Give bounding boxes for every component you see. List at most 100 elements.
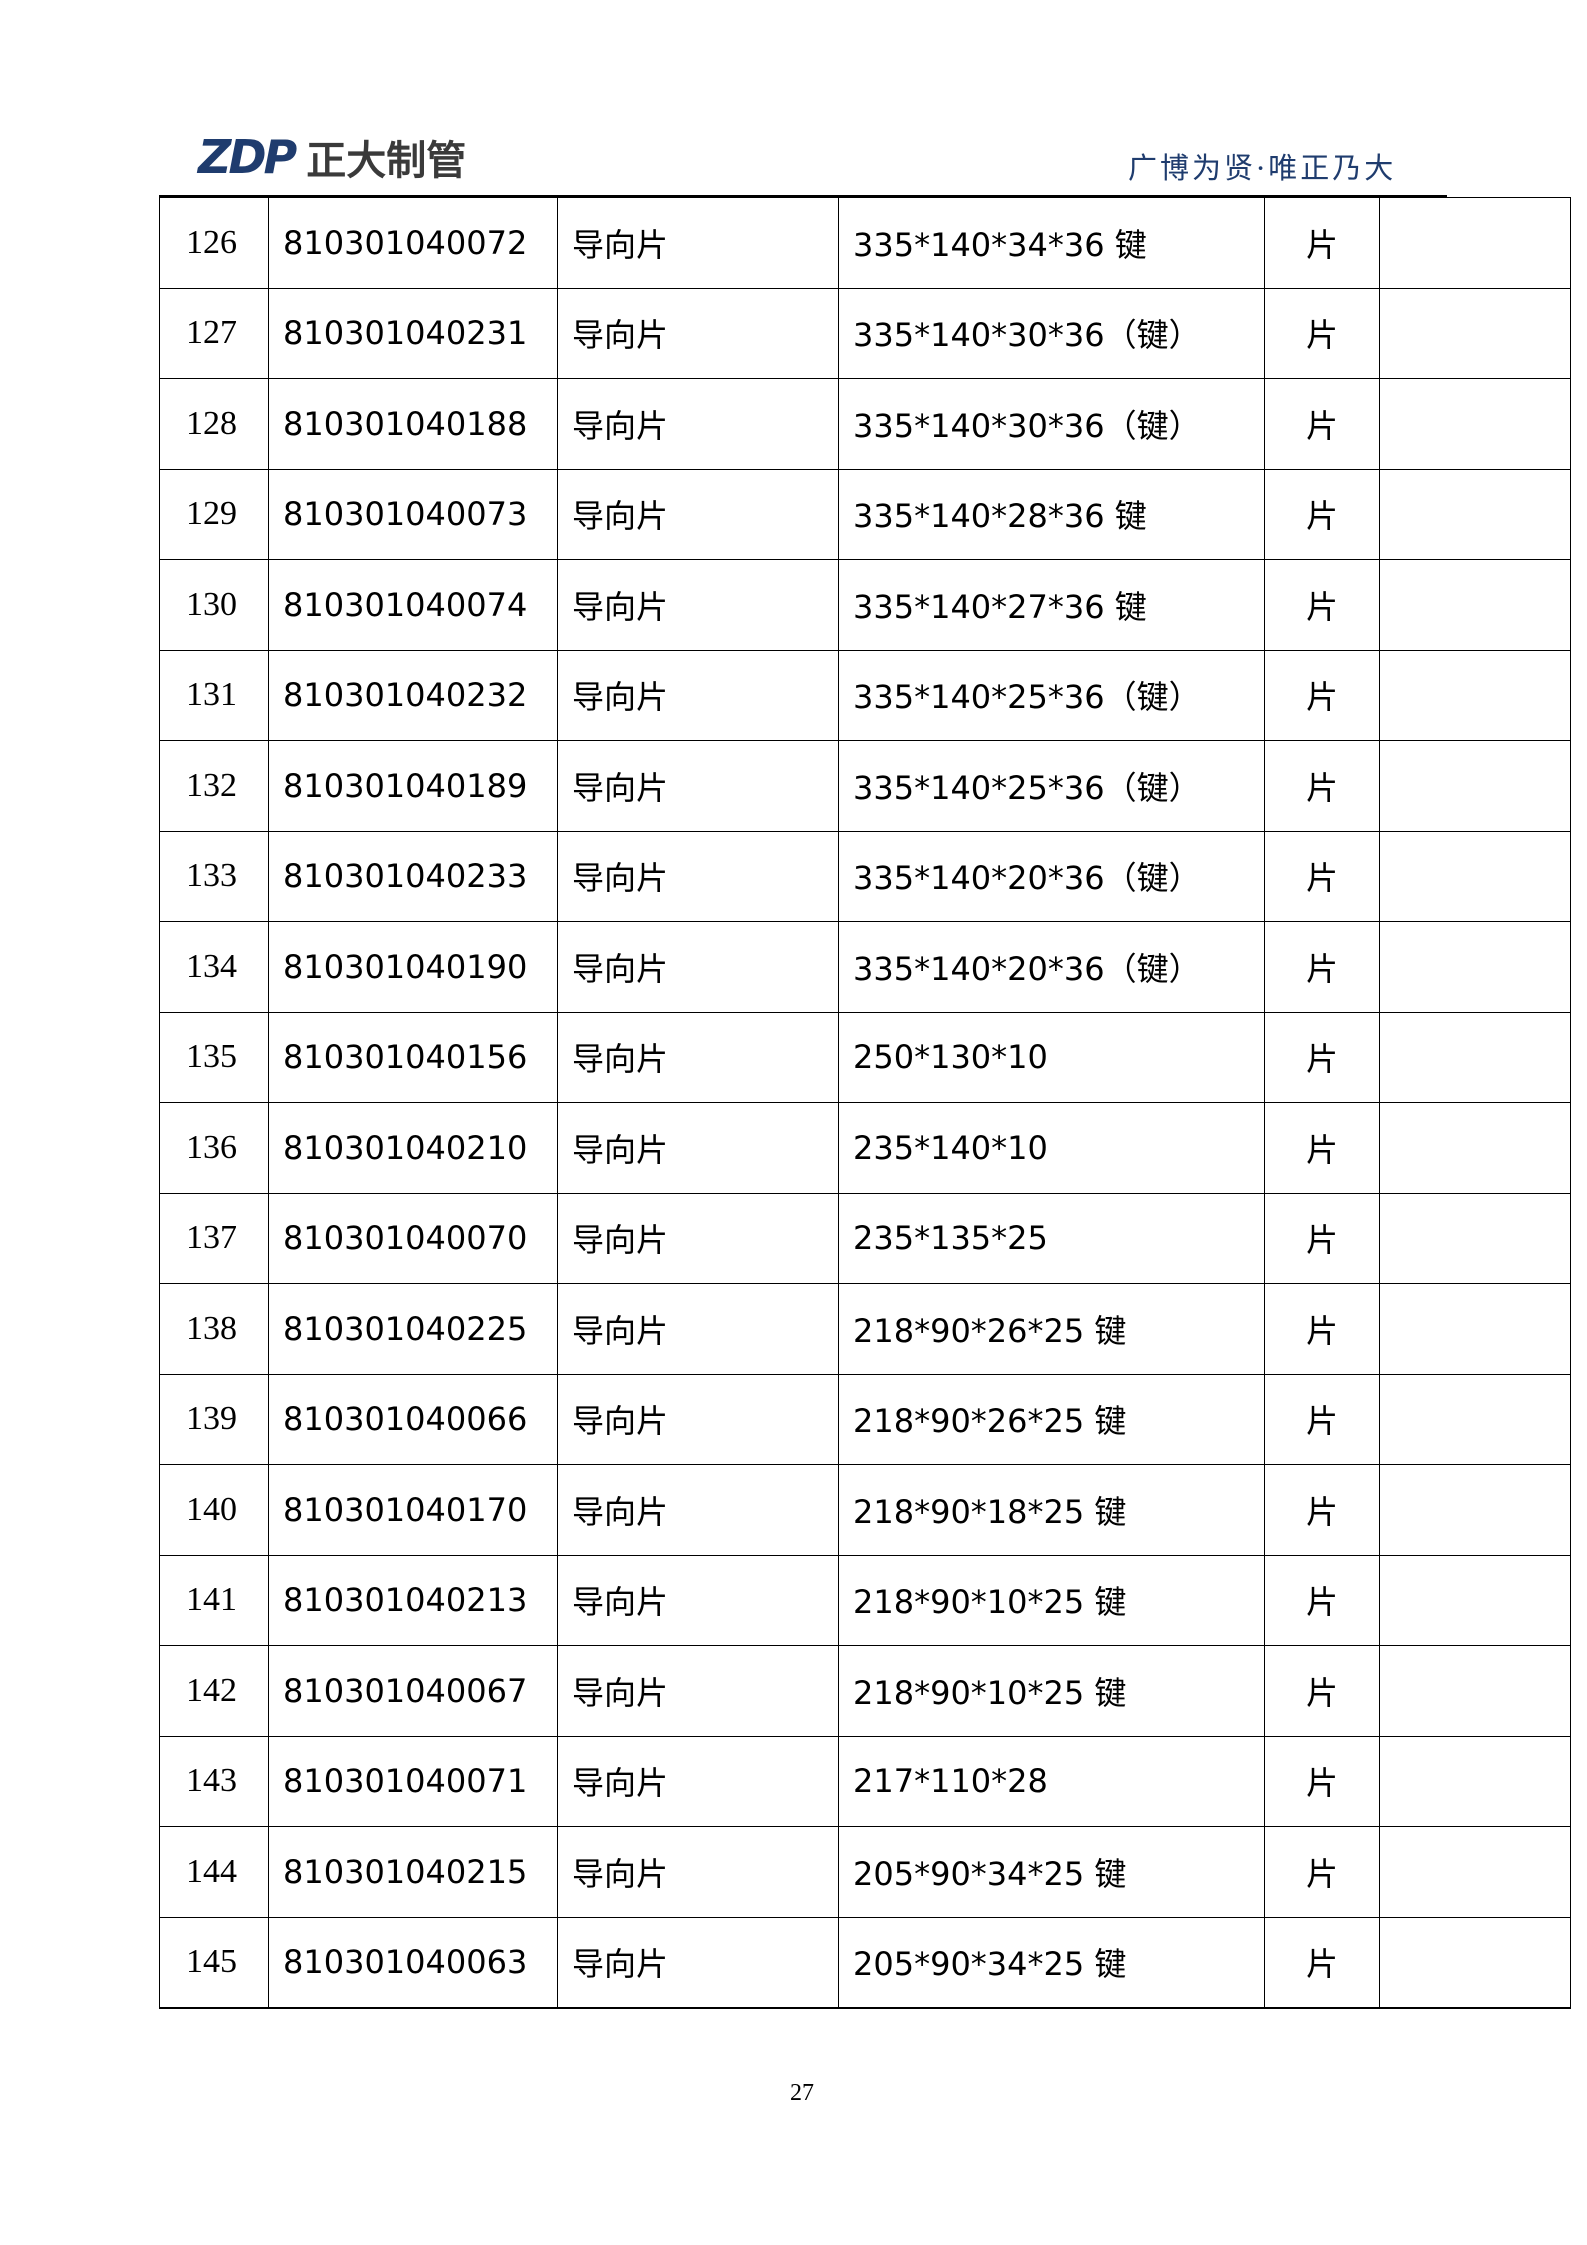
cell-code: 810301040189: [268, 740, 558, 832]
cell-spec: 335*140*30*36（键）: [838, 378, 1265, 470]
cell-name: 导向片: [557, 830, 839, 922]
cell-no: 145: [159, 1916, 269, 2009]
cell-no: 135: [159, 1011, 269, 1103]
cell-name: 导向片: [557, 1645, 839, 1737]
cell-note: [1379, 921, 1571, 1013]
cell-unit: 片: [1264, 830, 1380, 922]
table-row: 143 810301040071 导向片 217*110*28 片: [159, 1735, 1571, 1827]
cell-spec: 218*90*10*25 键: [838, 1554, 1265, 1646]
table-row: 138 810301040225 导向片 218*90*26*25 键片: [159, 1283, 1571, 1375]
cell-unit: 片: [1264, 1735, 1380, 1827]
cell-note: [1379, 1102, 1571, 1194]
cell-spec: 218*90*18*25 键: [838, 1464, 1265, 1556]
cell-note: [1379, 1826, 1571, 1918]
cell-no: 138: [159, 1283, 269, 1375]
cell-name: 导向片: [557, 1192, 839, 1284]
cell-no: 142: [159, 1645, 269, 1737]
cell-note: [1379, 740, 1571, 832]
cell-code: 810301040215: [268, 1826, 558, 1918]
cell-code: 810301040188: [268, 378, 558, 470]
cell-spec: 335*140*25*36（键）: [838, 649, 1265, 741]
cell-code: 810301040190: [268, 921, 558, 1013]
table-row: 126 810301040072 导向片 335*140*34*36 键片: [159, 197, 1571, 289]
cell-note: [1379, 1192, 1571, 1284]
cell-spec: 235*135*25: [838, 1192, 1265, 1284]
cell-unit: 片: [1264, 1373, 1380, 1465]
table-row: 139 810301040066 导向片 218*90*26*25 键片: [159, 1373, 1571, 1465]
cell-code: 810301040233: [268, 830, 558, 922]
cell-unit: 片: [1264, 649, 1380, 741]
cell-code: 810301040232: [268, 649, 558, 741]
cell-spec: 218*90*26*25 键: [838, 1283, 1265, 1375]
cell-name: 导向片: [557, 197, 839, 289]
cell-code: 810301040231: [268, 287, 558, 379]
cell-unit: 片: [1264, 740, 1380, 832]
cell-name: 导向片: [557, 1373, 839, 1465]
cell-name: 导向片: [557, 1464, 839, 1556]
cell-name: 导向片: [557, 1916, 839, 2009]
cell-spec: 217*110*28: [838, 1735, 1265, 1827]
cell-note: [1379, 468, 1571, 560]
cell-note: [1379, 378, 1571, 470]
table-row: 136 810301040210 导向片 235*140*10 片: [159, 1102, 1571, 1194]
cell-note: [1379, 197, 1571, 289]
cell-no: 141: [159, 1554, 269, 1646]
cell-note: [1379, 1464, 1571, 1556]
cell-code: 810301040071: [268, 1735, 558, 1827]
cell-spec: 335*140*25*36（键）: [838, 740, 1265, 832]
cell-code: 810301040066: [268, 1373, 558, 1465]
cell-code: 810301040156: [268, 1011, 558, 1103]
cell-spec: 218*90*26*25 键: [838, 1373, 1265, 1465]
cell-spec: 335*140*28*36 键: [838, 468, 1265, 560]
cell-spec: 218*90*10*25 键: [838, 1645, 1265, 1737]
cell-spec: 335*140*20*36（键）: [838, 830, 1265, 922]
cell-unit: 片: [1264, 1826, 1380, 1918]
company-logo: ZDP 正大制管: [198, 130, 466, 184]
cell-spec: 335*140*20*36（键）: [838, 921, 1265, 1013]
cell-no: 130: [159, 559, 269, 651]
cell-note: [1379, 1283, 1571, 1375]
cell-note: [1379, 1373, 1571, 1465]
parts-table: 126 810301040072 导向片 335*140*34*36 键片 127 810…: [159, 197, 1571, 2009]
table-row: 127 810301040231 导向片 335*140*30*36（键）片: [159, 287, 1571, 379]
cell-code: 810301040210: [268, 1102, 558, 1194]
cell-unit: 片: [1264, 1464, 1380, 1556]
cell-no: 144: [159, 1826, 269, 1918]
cell-name: 导向片: [557, 921, 839, 1013]
cell-name: 导向片: [557, 1283, 839, 1375]
table-row: 129 810301040073 导向片 335*140*28*36 键片: [159, 468, 1571, 560]
cell-code: 810301040067: [268, 1645, 558, 1737]
cell-name: 导向片: [557, 740, 839, 832]
cell-note: [1379, 830, 1571, 922]
table-row: 131 810301040232 导向片 335*140*25*36（键）片: [159, 649, 1571, 741]
table-row: 133 810301040233 导向片 335*140*20*36（键）片: [159, 830, 1571, 922]
slogan: 广博为贤·唯正乃大: [1128, 151, 1397, 185]
cell-note: [1379, 1645, 1571, 1737]
table-row: 144 810301040215 导向片 205*90*34*25 键片: [159, 1826, 1571, 1918]
cell-name: 导向片: [557, 287, 839, 379]
cell-name: 导向片: [557, 559, 839, 651]
cell-no: 126: [159, 197, 269, 289]
table-row: 134 810301040190 导向片 335*140*20*36（键）片: [159, 921, 1571, 1013]
table-row: 137 810301040070 导向片 235*135*25 片: [159, 1192, 1571, 1284]
cell-note: [1379, 1011, 1571, 1103]
cell-no: 132: [159, 740, 269, 832]
cell-unit: 片: [1264, 559, 1380, 651]
cell-spec: 335*140*34*36 键: [838, 197, 1265, 289]
logo-text: 正大制管: [306, 138, 467, 184]
cell-unit: 片: [1264, 287, 1380, 379]
cell-code: 810301040225: [268, 1283, 558, 1375]
cell-code: 810301040063: [268, 1916, 558, 2009]
cell-no: 134: [159, 921, 269, 1013]
table-row: 141 810301040213 导向片 218*90*10*25 键片: [159, 1554, 1571, 1646]
cell-code: 810301040070: [268, 1192, 558, 1284]
cell-unit: 片: [1264, 1011, 1380, 1103]
table-row: 140 810301040170 导向片 218*90*18*25 键片: [159, 1464, 1571, 1556]
table-row: 145 810301040063 导向片 205*90*34*25 键片: [159, 1916, 1571, 2009]
cell-name: 导向片: [557, 1554, 839, 1646]
cell-no: 129: [159, 468, 269, 560]
cell-note: [1379, 559, 1571, 651]
logo-mark: ZDP: [198, 130, 297, 184]
table-row: 132 810301040189 导向片 335*140*25*36（键）片: [159, 740, 1571, 832]
